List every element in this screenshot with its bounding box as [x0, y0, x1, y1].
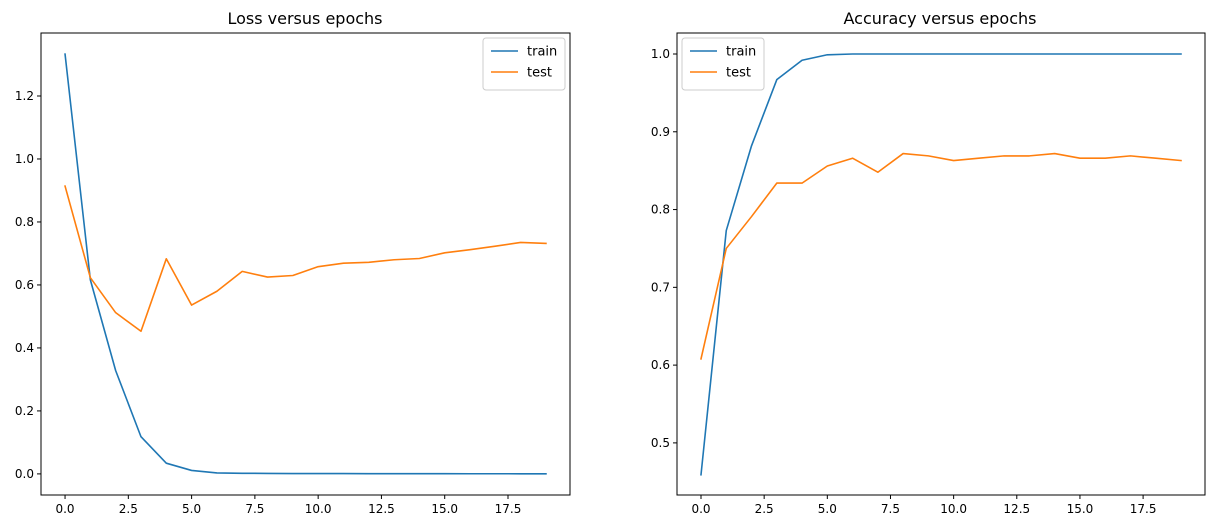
accuracy-chart-title: Accuracy versus epochs	[844, 9, 1037, 28]
accuracy-chart: Accuracy versus epochs 0.0 2.5 5.0 7.5 10.0 1…	[651, 9, 1206, 516]
accuracy-series-test-line	[700, 152, 1182, 360]
loss-x-tick-label: 0.0	[55, 502, 74, 516]
loss-y-tick-label: 1.2	[15, 89, 34, 103]
accuracy-x-tick-label: 5.0	[818, 502, 837, 516]
accuracy-y-tick-label: 0.9	[651, 125, 670, 139]
loss-series-train-line	[64, 53, 547, 475]
loss-legend: train test	[482, 37, 566, 91]
accuracy-x-tick-label: 7.5	[881, 502, 900, 516]
loss-x-tick-label: 7.5	[245, 502, 264, 516]
accuracy-legend: train test	[681, 37, 765, 91]
loss-x-tick-label: 2.5	[119, 502, 138, 516]
loss-x-tick-label: 5.0	[182, 502, 201, 516]
accuracy-x-tick-label: 0.0	[691, 502, 710, 516]
loss-x-tick-label: 17.5	[495, 502, 522, 516]
accuracy-x-tick-label: 17.5	[1130, 502, 1157, 516]
accuracy-legend-label-train: train	[726, 45, 756, 60]
accuracy-y-tick-label: 0.6	[651, 358, 670, 372]
loss-y-tick-label: 0.2	[15, 404, 34, 418]
loss-x-tick-label: 15.0	[431, 502, 458, 516]
accuracy-legend-label-test: test	[726, 66, 751, 81]
loss-y-tick-label: 0.6	[15, 278, 34, 292]
accuracy-y-tick-label: 0.7	[651, 280, 670, 294]
loss-plot-frame	[40, 32, 571, 496]
accuracy-x-tick-label: 12.5	[1003, 502, 1030, 516]
loss-chart: Loss versus epochs 0.0 2.5 5.0 7.5 10.0 12.5 1…	[15, 9, 571, 516]
loss-x-tick-label: 10.0	[305, 502, 332, 516]
loss-x-tick-label: 12.5	[368, 502, 395, 516]
loss-legend-label-test: test	[527, 66, 552, 81]
loss-y-tick-label: 0.4	[15, 341, 34, 355]
accuracy-x-tick-label: 2.5	[755, 502, 774, 516]
accuracy-plot-frame	[676, 32, 1206, 496]
loss-y-tick-label: 1.0	[15, 152, 34, 166]
accuracy-y-tick-label: 0.5	[651, 436, 670, 450]
accuracy-y-tick-label: 1.0	[651, 47, 670, 61]
accuracy-x-tick-label: 10.0	[940, 502, 967, 516]
accuracy-y-tick-label: 0.8	[651, 203, 670, 217]
accuracy-x-tick-label: 15.0	[1067, 502, 1094, 516]
loss-y-tick-label: 0.8	[15, 215, 34, 229]
loss-series-test-line	[64, 185, 547, 333]
loss-legend-label-train: train	[527, 45, 557, 60]
accuracy-series-train-line	[700, 53, 1182, 476]
loss-chart-title: Loss versus epochs	[227, 9, 382, 28]
loss-y-tick-label: 0.0	[15, 467, 34, 481]
